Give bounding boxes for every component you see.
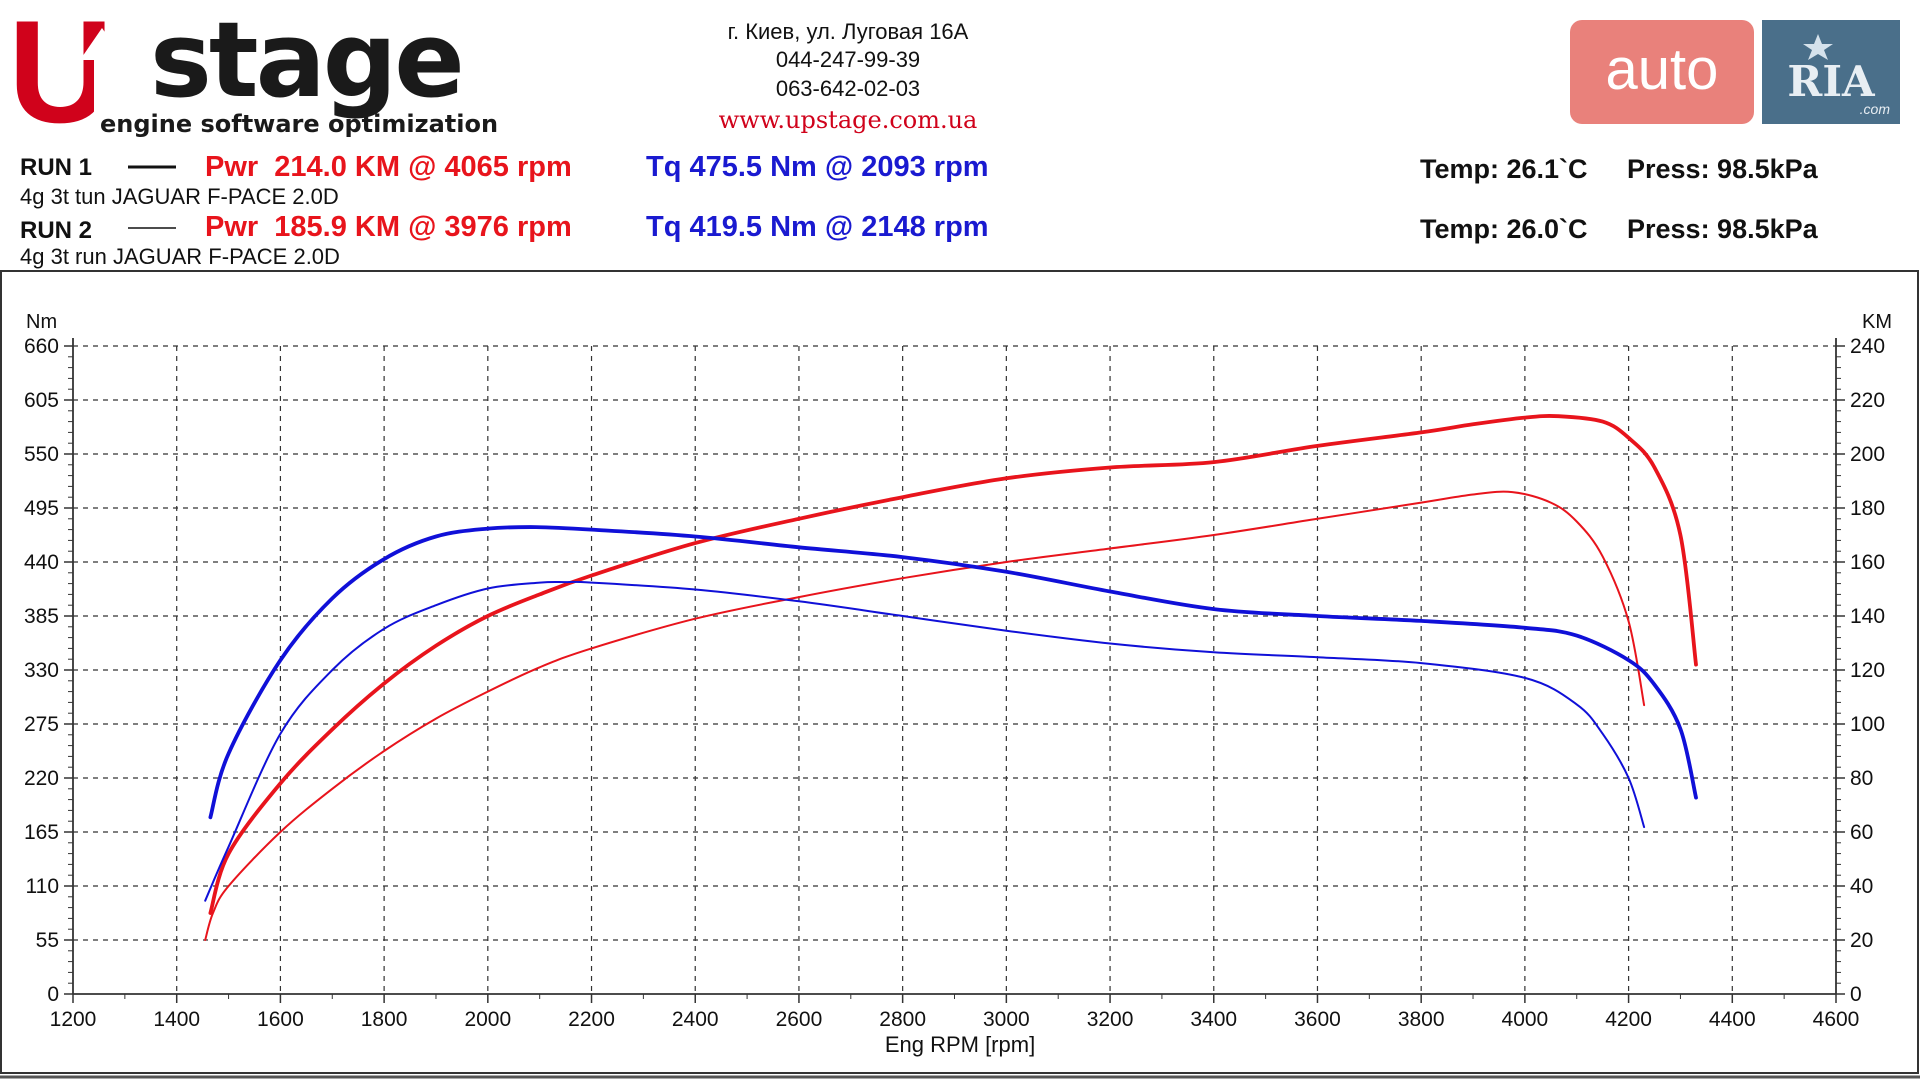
chart-frame — [0, 270, 1919, 1074]
x-tick-label: 4200 — [1605, 1008, 1652, 1031]
y-right-tick-label: 160 — [1850, 551, 1885, 574]
y-right-tick-label: 200 — [1850, 443, 1885, 466]
star-icon — [1803, 34, 1833, 60]
run-1-info: RUN 1 Pwr 214.0 KM @ 4065 rpm Tq 475.5 N… — [20, 151, 1819, 209]
run-1-power: Pwr 214.0 KM @ 4065 rpm — [205, 151, 572, 183]
address: г. Киев, ул. Луговая 16А — [728, 19, 969, 44]
x-tick-label: 2000 — [464, 1008, 511, 1031]
run-2-press: Press: 98.5kPa — [1627, 214, 1819, 244]
y-left-tick-label: 110 — [26, 875, 59, 898]
run-1-press: Press: 98.5kPa — [1627, 154, 1819, 184]
y-left-tick-label: 605 — [24, 389, 59, 412]
x-tick-label: 1400 — [153, 1008, 200, 1031]
y-left-tick-label: 660 — [24, 335, 59, 358]
x-tick-label: 4400 — [1709, 1008, 1756, 1031]
y-right-tick-label: 220 — [1850, 389, 1885, 412]
run-2-temp: Temp: 26.0`C — [1420, 214, 1588, 244]
y-right-axis-label: KM — [1862, 311, 1892, 333]
y-left-tick-label: 495 — [24, 497, 59, 520]
contact-block: г. Киев, ул. Луговая 16А 044-247-99-39 0… — [719, 19, 978, 134]
y-right-tick-label: 140 — [1850, 605, 1885, 628]
y-right-tick-label: 0 — [1850, 983, 1862, 1006]
up-arrow-icon — [80, 28, 124, 112]
run-1-description: 4g 3t tun JAGUAR F-PACE 2.0D — [20, 184, 339, 209]
x-tick-label: 1800 — [361, 1008, 408, 1031]
series-line-power-1 — [204, 490, 1646, 941]
axes: 1200 1400 1600 1800 2000 2200 2400 2600 2800 3000… — [24, 335, 1885, 1031]
y-left-tick-label: 440 — [24, 551, 59, 574]
series-line-power-0 — [208, 414, 1698, 915]
grid — [73, 345, 1836, 994]
run-1-torque: Tq 475.5 Nm @ 2093 rpm — [646, 151, 989, 183]
run-1-label: RUN 1 — [20, 154, 92, 181]
x-tick-label: 4600 — [1813, 1008, 1860, 1031]
x-tick-label: 3200 — [1087, 1008, 1134, 1031]
series-line-torque-3 — [204, 580, 1646, 902]
run-2-torque: Tq 419.5 Nm @ 2148 rpm — [646, 211, 989, 243]
x-tick-label: 4000 — [1502, 1008, 1549, 1031]
autoria-watermark: auto RIA .com — [1570, 20, 1900, 124]
series-layer — [204, 414, 1698, 941]
series-line-torque-2 — [208, 525, 1698, 820]
x-tick-label: 3600 — [1294, 1008, 1341, 1031]
y-right-tick-label: 120 — [1850, 659, 1885, 682]
x-tick-label: 2200 — [568, 1008, 615, 1031]
y-left-tick-label: 220 — [24, 767, 59, 790]
ria-badge — [1762, 20, 1900, 124]
x-tick-label: 1600 — [257, 1008, 304, 1031]
phone-1: 044-247-99-39 — [776, 47, 920, 72]
logo-stage: stage — [150, 0, 462, 121]
logo-tagline: engine software optimization — [100, 110, 498, 138]
y-right-tick-label: 180 — [1850, 497, 1885, 520]
run-2-power: Pwr 185.9 KM @ 3976 rpm — [205, 211, 572, 243]
y-right-tick-label: 80 — [1850, 767, 1873, 790]
y-right-tick-label: 40 — [1850, 875, 1873, 898]
y-left-tick-label: 275 — [24, 713, 59, 736]
x-tick-label: 2800 — [879, 1008, 926, 1031]
ria-text: RIA — [1787, 57, 1876, 106]
x-tick-label: 3000 — [983, 1008, 1030, 1031]
y-right-tick-label: 240 — [1850, 335, 1885, 358]
run-2-label: RUN 2 — [20, 217, 92, 244]
phone-2: 063-642-02-03 — [776, 76, 920, 101]
y-left-tick-label: 165 — [24, 821, 59, 844]
y-left-axis-label: Nm — [26, 311, 57, 333]
y-left-tick-label: 385 — [24, 605, 59, 628]
y-left-tick-label: 55 — [36, 929, 59, 952]
x-tick-label: 3400 — [1190, 1008, 1237, 1031]
auto-text: auto — [1606, 37, 1719, 102]
y-right-tick-label: 60 — [1850, 821, 1873, 844]
x-tick-label: 2600 — [776, 1008, 823, 1031]
run-2-description: 4g 3t run JAGUAR F-PACE 2.0D — [20, 244, 340, 269]
x-tick-label: 2400 — [672, 1008, 719, 1031]
website-link[interactable]: www.upstage.com.ua — [719, 106, 978, 134]
x-axis-label: Eng RPM [rpm] — [885, 1032, 1035, 1057]
y-left-tick-label: 330 — [24, 659, 59, 682]
chart: 1200 1400 1600 1800 2000 2200 2400 2600 2800 3000… — [24, 311, 1892, 1057]
y-left-tick-label: 0 — [47, 983, 59, 1006]
upstage-logo: U stage engine software optimization — [8, 0, 498, 153]
run-1-temp: Temp: 26.1`C — [1420, 154, 1588, 184]
run-2-info: RUN 2 Pwr 185.9 KM @ 3976 rpm Tq 419.5 N… — [20, 211, 1819, 269]
auto-badge — [1570, 20, 1754, 124]
y-left-tick-label: 550 — [24, 443, 59, 466]
y-right-tick-label: 20 — [1850, 929, 1873, 952]
x-tick-label: 1200 — [50, 1008, 97, 1031]
y-right-tick-label: 100 — [1850, 713, 1885, 736]
x-tick-label: 3800 — [1398, 1008, 1445, 1031]
ria-com-text: .com — [1860, 101, 1891, 117]
